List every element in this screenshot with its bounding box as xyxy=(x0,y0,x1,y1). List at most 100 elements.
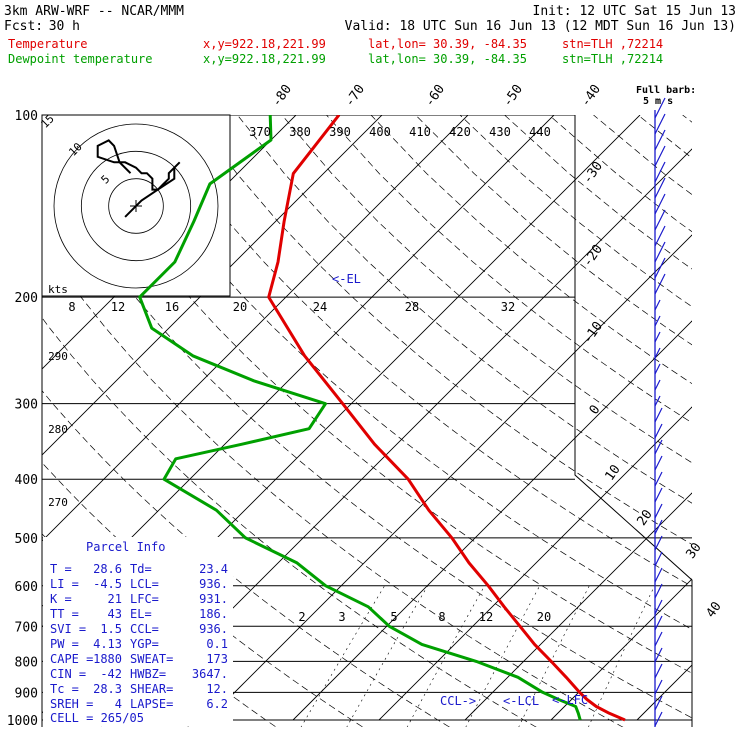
wind-barb xyxy=(654,647,663,663)
hodograph-ring xyxy=(53,123,219,289)
hodograph-unit-label: kts xyxy=(48,283,68,296)
parcel-param-name: LI = xyxy=(50,577,79,591)
theta-label: 430 xyxy=(489,125,511,139)
theta-label: 400 xyxy=(369,125,391,139)
wind-barb-flag xyxy=(654,711,663,727)
wind-barb xyxy=(654,395,661,407)
el-marker: <-EL xyxy=(332,272,361,286)
mixing-ratio-label: 12 xyxy=(479,610,493,624)
wind-barb xyxy=(654,363,661,375)
wind-barb-flag xyxy=(654,299,661,311)
isotherm-line xyxy=(42,115,383,456)
wind-barb xyxy=(654,145,666,167)
parcel-param-name: CCL= xyxy=(130,622,159,636)
wind-barb-flag xyxy=(654,331,661,343)
wind-barb xyxy=(654,225,666,247)
parcel-param-value: 0.1 xyxy=(206,637,228,651)
wind-barb xyxy=(654,423,663,439)
isotherm-line xyxy=(464,492,692,721)
mixing-ratio-label: 5 xyxy=(390,610,397,624)
parcel-param-value: 28.6 xyxy=(93,562,122,576)
wind-barb xyxy=(654,177,666,199)
legend: Temperature x,y=922.18,221.99 lat,lon= 3… xyxy=(8,37,663,66)
theta-label: 370 xyxy=(249,125,271,139)
parcel-param-value: 43 xyxy=(108,607,122,621)
wind-barb xyxy=(654,257,666,279)
wind-barb-flag xyxy=(654,519,663,535)
legend-dewpoint-station: stn=TLH ,72214 xyxy=(562,52,663,66)
hodograph-ring xyxy=(108,178,164,234)
ccl-marker: CCL-> xyxy=(440,694,476,708)
wind-barb-flag xyxy=(654,145,666,167)
isotherm-line xyxy=(378,406,692,721)
lcl-marker: <-LCL xyxy=(503,694,539,708)
dry-adiabat xyxy=(370,115,692,385)
parcel-param-value: 186. xyxy=(199,607,228,621)
wind-barb xyxy=(654,663,663,679)
isotherm-label: 40 xyxy=(703,599,724,620)
wind-barb-flag xyxy=(654,663,663,679)
dry-adiabat xyxy=(0,115,23,733)
dry-adiabat xyxy=(42,241,624,727)
wind-barb-flag xyxy=(654,315,661,327)
dry-adiabat xyxy=(42,163,692,719)
parcel-param-value: 21 xyxy=(108,592,122,606)
wind-barb xyxy=(654,129,666,151)
wind-barb-flag xyxy=(654,225,666,247)
dry-adiabat xyxy=(281,115,692,464)
dry-adiabat xyxy=(459,115,692,308)
wind-barb-flag xyxy=(654,395,661,407)
parcel-param-name: LAPSE= xyxy=(130,697,173,711)
dry-adiabat xyxy=(326,115,692,424)
parcel-param-value: 3647. xyxy=(192,667,228,681)
wind-barb xyxy=(654,631,663,647)
isotherm-label: -30 xyxy=(580,159,606,187)
theta-label: 270 xyxy=(48,496,68,509)
isotherm-label: -60 xyxy=(422,82,448,110)
parcel-param-name: SHEAR= xyxy=(130,682,173,696)
theta-label: 280 xyxy=(48,423,68,436)
mixing-ratio-label: 2 xyxy=(298,610,305,624)
pressure-label: 800 xyxy=(15,655,38,670)
wind-barb xyxy=(654,193,666,215)
dry-adiabat xyxy=(504,115,692,270)
mixing-ratio-line xyxy=(300,585,385,727)
wind-barb xyxy=(654,331,661,343)
wind-barb-flag xyxy=(654,113,666,135)
dry-adiabat xyxy=(103,115,692,630)
parcel-param-name: HWBZ= xyxy=(130,667,166,681)
legend-dewpoint-name: Dewpoint temperature xyxy=(8,52,153,66)
parcel-param-name: LCL= xyxy=(130,577,159,591)
init-time: Init: 12 UTC Sat 15 Jun 13 xyxy=(533,4,737,19)
theta-label: 380 xyxy=(289,125,311,139)
parcel-param-value: 28.3 xyxy=(93,682,122,696)
wind-barb-flag xyxy=(654,407,663,423)
parcel-cell-motion: CELL = 265/05 xyxy=(50,711,144,725)
barb-legend-line2: 5 m s xyxy=(643,96,673,107)
parcel-param-name: K = xyxy=(50,592,72,606)
parcel-info-title: Parcel Info xyxy=(86,540,165,554)
legend-temperature-coords: x,y=922.18,221.99 xyxy=(203,37,326,51)
mixing-ratio-label: 3 xyxy=(338,610,345,624)
legend-dewpoint-latlon: lat,lon= 30.39, -84.35 xyxy=(368,52,527,66)
isotherm-label: 10 xyxy=(602,462,623,483)
theta-label: 420 xyxy=(449,125,471,139)
parcel-param-value: 936. xyxy=(199,577,228,591)
pressure-label: 600 xyxy=(15,580,38,595)
wind-barb xyxy=(654,315,661,327)
parcel-param-name: YGP= xyxy=(130,637,159,651)
isotherm-label: 20 xyxy=(634,507,655,528)
dry-adiabat xyxy=(727,115,740,733)
parcel-param-name: CIN = xyxy=(50,667,86,681)
mixing-ratio-line xyxy=(346,585,428,727)
dry-adiabat xyxy=(593,115,692,196)
dry-adiabat xyxy=(148,115,692,587)
wind-barb xyxy=(654,567,663,583)
legend-temperature-station: stn=TLH ,72214 xyxy=(562,37,663,51)
isotherm-line xyxy=(636,664,692,721)
legend-temperature-name: Temperature xyxy=(8,37,87,51)
parcel-param-name: EL= xyxy=(130,607,152,621)
parcel-param-value: 6.2 xyxy=(206,697,228,711)
wind-barb xyxy=(654,583,663,599)
